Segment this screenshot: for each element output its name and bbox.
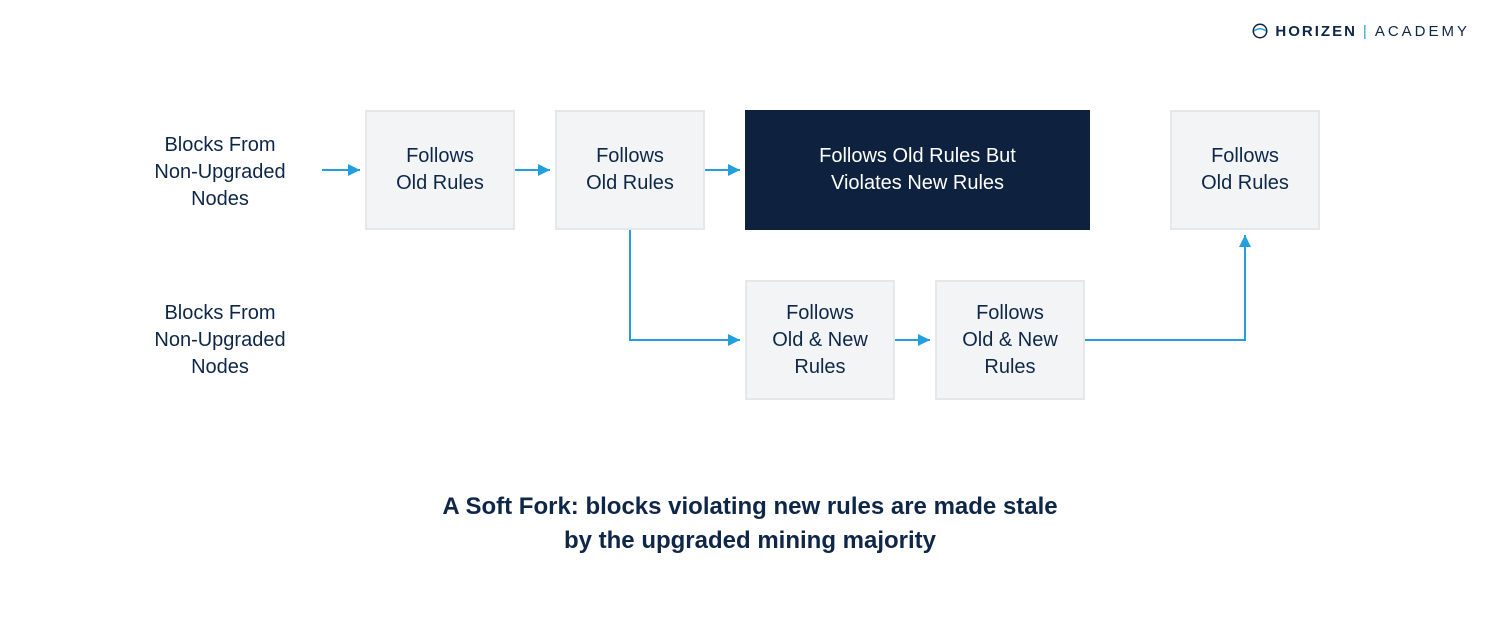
node-violates-new-rules-label: Follows Old Rules ButViolates New Rules xyxy=(819,143,1016,197)
node-old-rules-1-label: FollowsOld Rules xyxy=(396,143,484,197)
node-old-new-rules-2: FollowsOld & NewRules xyxy=(935,280,1085,400)
node-old-new-rules-1-label: FollowsOld & NewRules xyxy=(772,300,868,381)
node-old-rules-2-label: FollowsOld Rules xyxy=(586,143,674,197)
row-label-bottom: Blocks FromNon-UpgradedNodes xyxy=(120,300,320,381)
soft-fork-diagram: Blocks FromNon-UpgradedNodes Blocks From… xyxy=(0,0,1500,631)
diagram-caption: A Soft Fork: blocks violating new rules … xyxy=(0,490,1500,557)
diagram-caption-line1: A Soft Fork: blocks violating new rules … xyxy=(0,490,1500,524)
node-old-new-rules-1: FollowsOld & NewRules xyxy=(745,280,895,400)
node-old-rules-1: FollowsOld Rules xyxy=(365,110,515,230)
node-violates-new-rules: Follows Old Rules ButViolates New Rules xyxy=(745,110,1090,230)
row-label-top: Blocks FromNon-UpgradedNodes xyxy=(120,132,320,213)
row-label-top-text: Blocks FromNon-UpgradedNodes xyxy=(154,134,285,210)
node-old-rules-3-label: FollowsOld Rules xyxy=(1201,143,1289,197)
node-old-new-rules-2-label: FollowsOld & NewRules xyxy=(962,300,1058,381)
diagram-caption-line2: by the upgraded mining majority xyxy=(0,524,1500,558)
node-old-rules-3: FollowsOld Rules xyxy=(1170,110,1320,230)
node-old-rules-2: FollowsOld Rules xyxy=(555,110,705,230)
row-label-bottom-text: Blocks FromNon-UpgradedNodes xyxy=(154,302,285,378)
